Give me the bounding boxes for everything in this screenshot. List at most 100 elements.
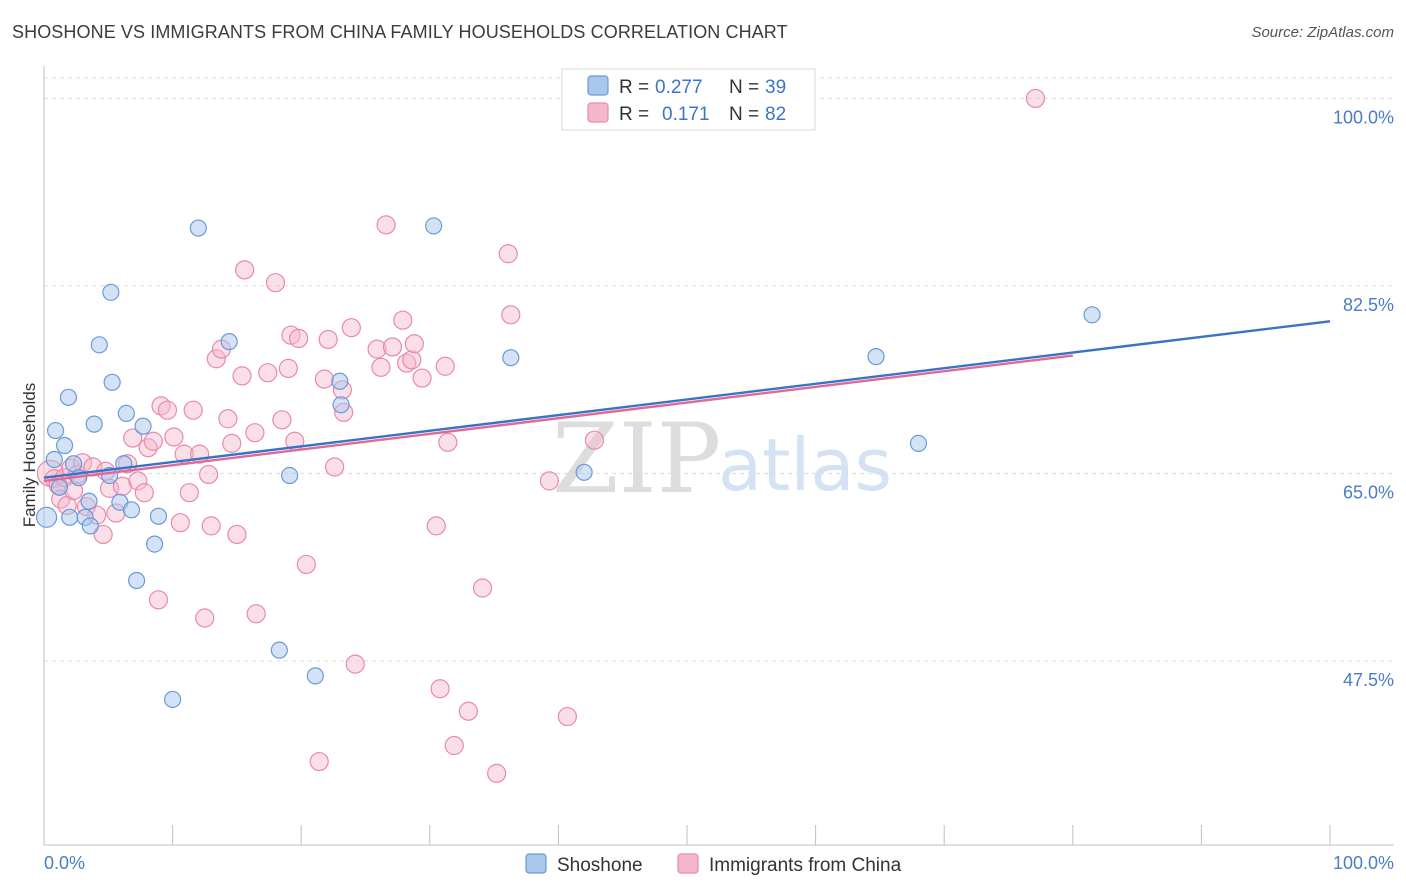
immigrants-point	[382, 337, 403, 357]
shoshone-point	[149, 507, 168, 525]
immigrants-point	[206, 349, 226, 369]
immigrants-point	[222, 433, 242, 453]
shoshone-point	[134, 417, 152, 435]
immigrants-point	[430, 679, 450, 699]
shoshone-point	[575, 463, 593, 481]
immigrants-point	[170, 513, 190, 533]
immigrants-point	[157, 400, 178, 420]
shoshone-point	[425, 217, 443, 235]
immigrants-point	[143, 431, 163, 451]
immigrants-point	[498, 244, 518, 264]
shoshone-point	[85, 415, 103, 433]
immigrants-point	[539, 471, 559, 491]
immigrants-point	[309, 751, 329, 772]
immigrants-point	[164, 427, 184, 447]
immigrants-point	[444, 735, 464, 756]
immigrants-point	[232, 366, 252, 386]
shoshone-point	[909, 434, 928, 452]
shoshone-point	[122, 501, 141, 519]
immigrants-point	[367, 339, 387, 359]
immigrants-point	[258, 363, 278, 383]
immigrants-point	[341, 318, 361, 338]
shoshone-point	[164, 690, 182, 709]
chart-title: SHOSHONE VS IMMIGRANTS FROM CHINA FAMILY…	[12, 22, 788, 42]
legend-n-label-2: N =	[729, 104, 759, 125]
y-tick-label: 82.5%	[1343, 295, 1394, 315]
immigrants-point	[272, 410, 292, 430]
immigrants-point	[318, 329, 338, 350]
immigrants-point	[246, 604, 266, 624]
bottom-legend-swatch-shoshone	[525, 853, 547, 874]
shoshone-point	[59, 388, 78, 406]
immigrants-point	[376, 215, 396, 235]
x-tick-label-min: 0.0%	[44, 853, 85, 873]
immigrants-point	[435, 356, 455, 376]
legend-n-label-1: N =	[729, 77, 759, 98]
immigrants-trend-line	[43, 354, 1073, 483]
immigrants-point	[227, 524, 247, 545]
shoshone-point	[220, 333, 238, 351]
immigrants-point	[412, 368, 432, 388]
shoshone-point	[145, 535, 164, 553]
shoshone-point	[270, 641, 288, 659]
legend-swatch-immigrants	[587, 102, 609, 123]
immigrants-point	[472, 578, 493, 598]
shoshone-point	[117, 404, 135, 422]
shoshone-point	[102, 283, 120, 301]
shoshone-point	[55, 436, 74, 455]
shoshone-point	[502, 349, 520, 367]
shoshone-point	[281, 466, 299, 485]
immigrants-point	[148, 590, 169, 610]
shoshone-point	[50, 478, 69, 496]
immigrants-point	[183, 400, 203, 420]
immigrants-point	[281, 325, 301, 345]
series-immigrants-points	[36, 88, 1046, 783]
y-axis-label: Family Households	[20, 383, 39, 528]
immigrants-point	[128, 471, 148, 491]
immigrants-point	[265, 273, 286, 293]
shoshone-point	[127, 571, 146, 590]
shoshone-point	[81, 517, 99, 535]
immigrants-point	[325, 457, 345, 477]
axes	[43, 66, 1394, 846]
legend-n-value-2: 82	[765, 104, 786, 125]
immigrants-point	[458, 701, 478, 721]
immigrants-point	[201, 516, 221, 536]
trend-lines	[43, 320, 1331, 483]
legend-r-value-1: 0.277	[655, 77, 703, 98]
immigrants-point	[235, 260, 255, 280]
immigrants-point	[195, 608, 215, 628]
watermark-atlas: atlas	[718, 423, 892, 507]
immigrants-point	[487, 763, 507, 783]
y-tick-labels: 100.0% 82.5% 65.0% 47.5%	[1333, 107, 1394, 689]
immigrants-point	[218, 409, 238, 429]
immigrants-point	[289, 328, 309, 349]
legend-box: R = 0.277 N = 39 R = 0.171 N = 82	[561, 68, 816, 131]
immigrants-point	[501, 305, 521, 325]
bottom-legend-label-shoshone: Shoshone	[557, 855, 643, 876]
immigrants-point	[123, 428, 143, 448]
chart-source: Source: ZipAtlas.com	[1251, 24, 1394, 41]
immigrants-point	[296, 554, 316, 575]
shoshone-point	[45, 450, 63, 469]
immigrants-point	[426, 516, 446, 536]
shoshone-point	[332, 396, 350, 414]
immigrants-point	[438, 432, 458, 452]
shoshone-point	[1083, 306, 1101, 324]
immigrants-point	[314, 369, 334, 389]
immigrants-point	[584, 430, 605, 450]
shoshone-point	[46, 421, 65, 440]
shoshone-point	[103, 373, 121, 391]
shoshone-point	[80, 492, 98, 510]
immigrants-point	[404, 334, 424, 354]
immigrants-point	[345, 654, 365, 674]
immigrants-point	[179, 483, 199, 503]
immigrants-point	[93, 524, 113, 545]
immigrants-point	[278, 358, 298, 379]
bottom-legend-label-immigrants: Immigrants from China	[709, 855, 902, 876]
immigrants-point	[557, 706, 578, 727]
legend-r-label-2: R =	[619, 104, 649, 125]
shoshone-trend-line	[43, 320, 1331, 479]
